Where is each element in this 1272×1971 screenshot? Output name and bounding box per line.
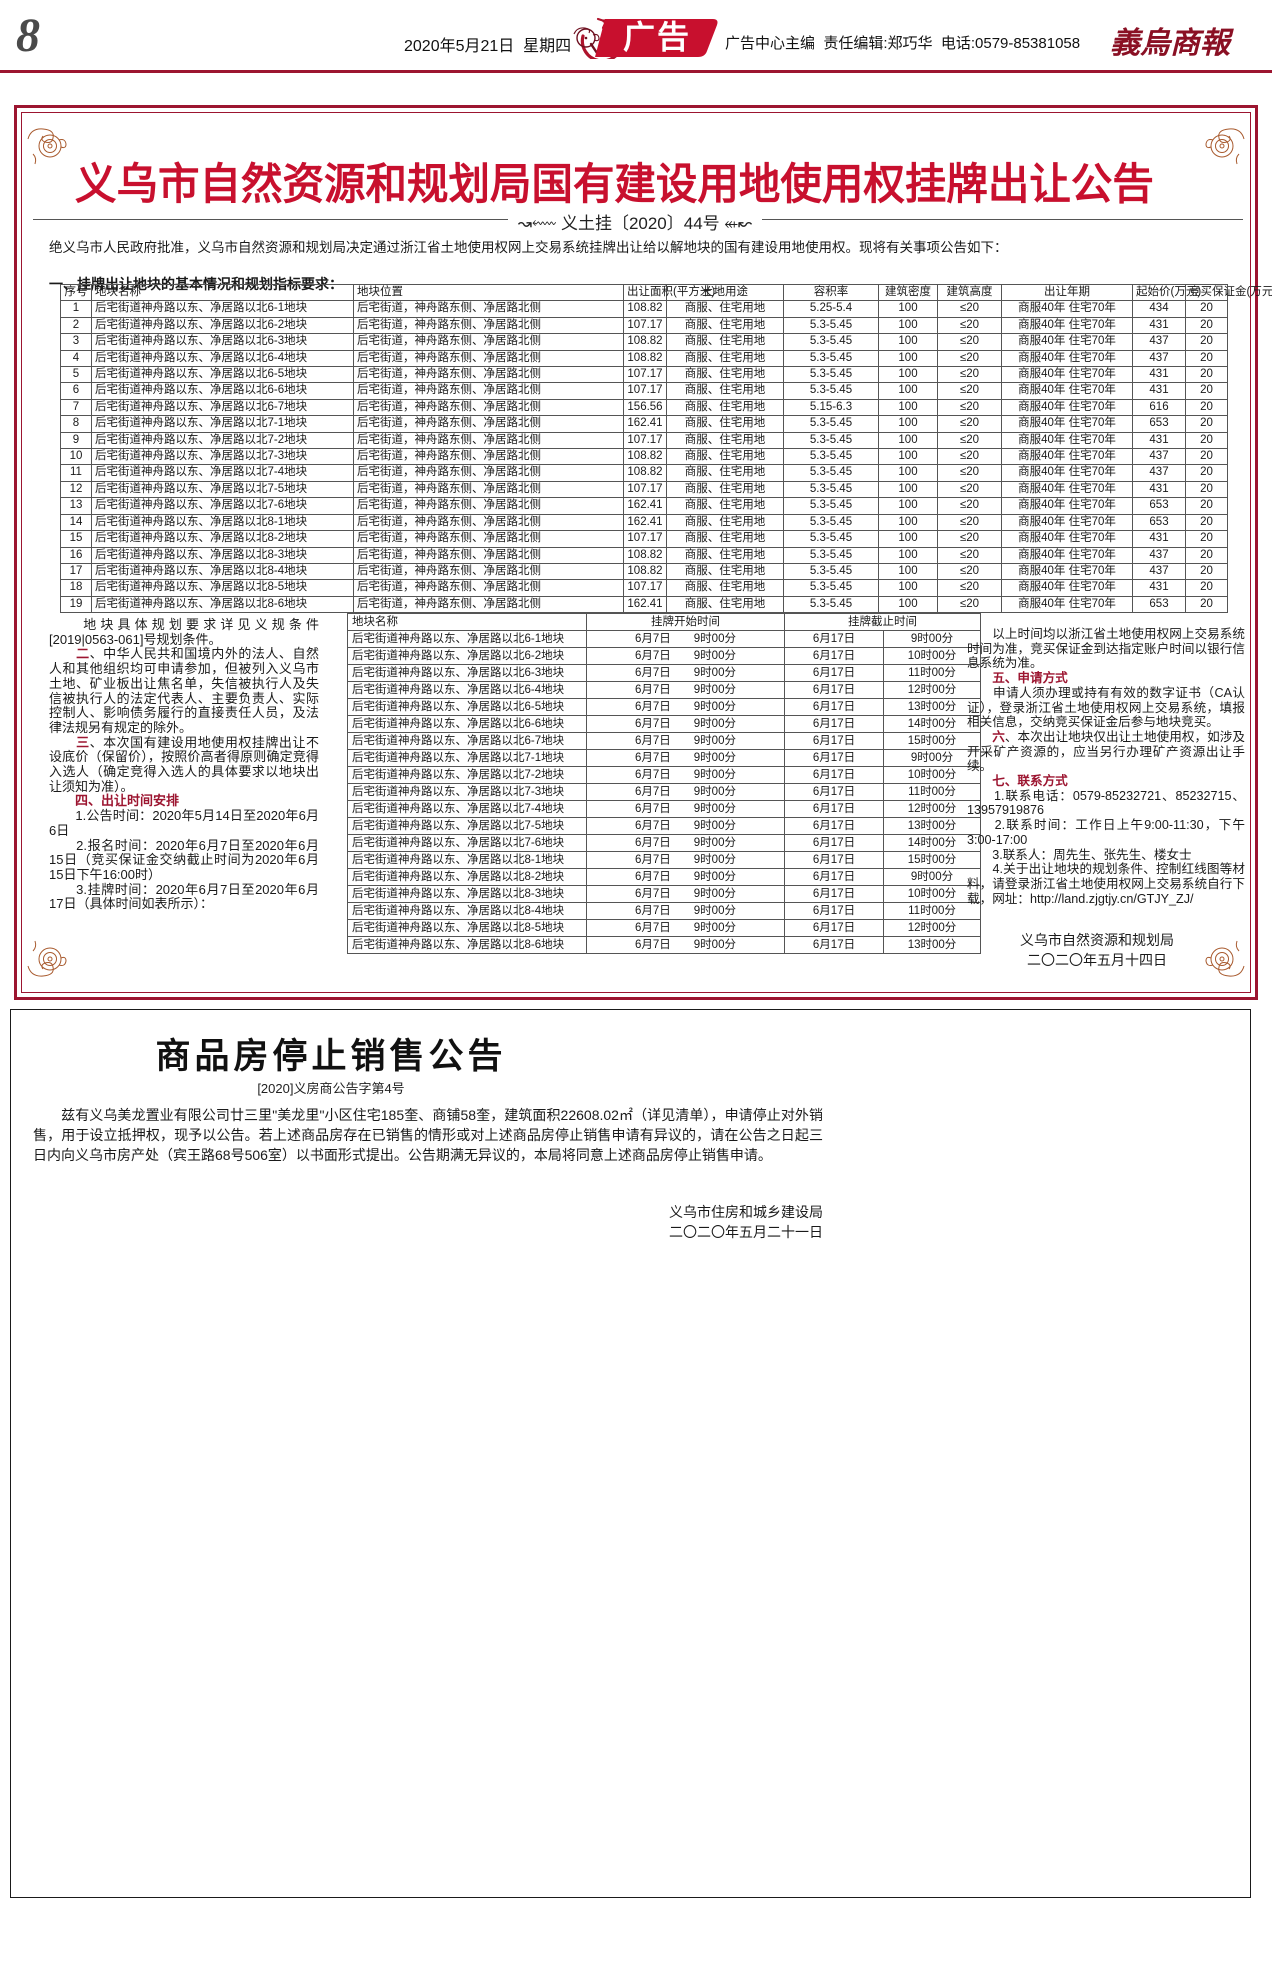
svg-text:广告: 广告 xyxy=(623,19,691,55)
